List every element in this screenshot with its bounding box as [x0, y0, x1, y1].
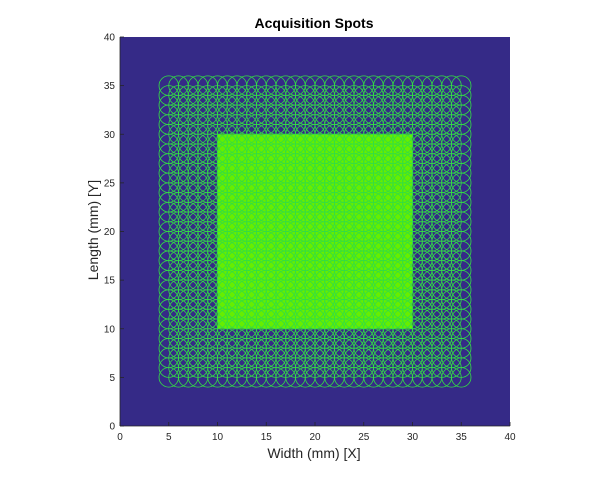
x-tick-label: 25	[358, 432, 370, 443]
x-tick-label: 30	[407, 432, 419, 443]
y-tick-label: 10	[104, 324, 116, 335]
y-tick-label: 0	[109, 422, 115, 433]
spot-point	[451, 75, 472, 96]
x-tick-label: 15	[261, 432, 273, 443]
spot-point	[451, 85, 472, 106]
chart-title: Acquisition Spots	[255, 15, 374, 31]
y-tick-label: 30	[104, 130, 116, 141]
plot-area	[119, 37, 510, 427]
x-tick-label: 10	[212, 432, 224, 443]
y-tick-label: 25	[104, 178, 116, 189]
x-tick-label: 20	[309, 432, 321, 443]
x-axis: 0 5 10 15 20 25 30 35 40	[117, 422, 516, 443]
x-tick-label: 0	[117, 432, 123, 443]
y-tick-label: 20	[104, 227, 116, 238]
x-tick-label: 35	[456, 432, 468, 443]
y-tick-label: 35	[104, 81, 116, 92]
spots-series	[158, 75, 472, 388]
y-tick-label: 15	[104, 276, 116, 287]
y-tick-label: 5	[109, 373, 115, 384]
x-axis-label: Width (mm) [X]	[267, 445, 360, 461]
x-tick-label: 5	[166, 432, 172, 443]
y-axis: 0 5 10 15 20 25 30 35 40	[104, 33, 124, 433]
x-tick-label: 40	[504, 432, 516, 443]
y-tick-label: 40	[104, 33, 116, 44]
y-axis-label: Length (mm) [Y]	[85, 180, 101, 280]
